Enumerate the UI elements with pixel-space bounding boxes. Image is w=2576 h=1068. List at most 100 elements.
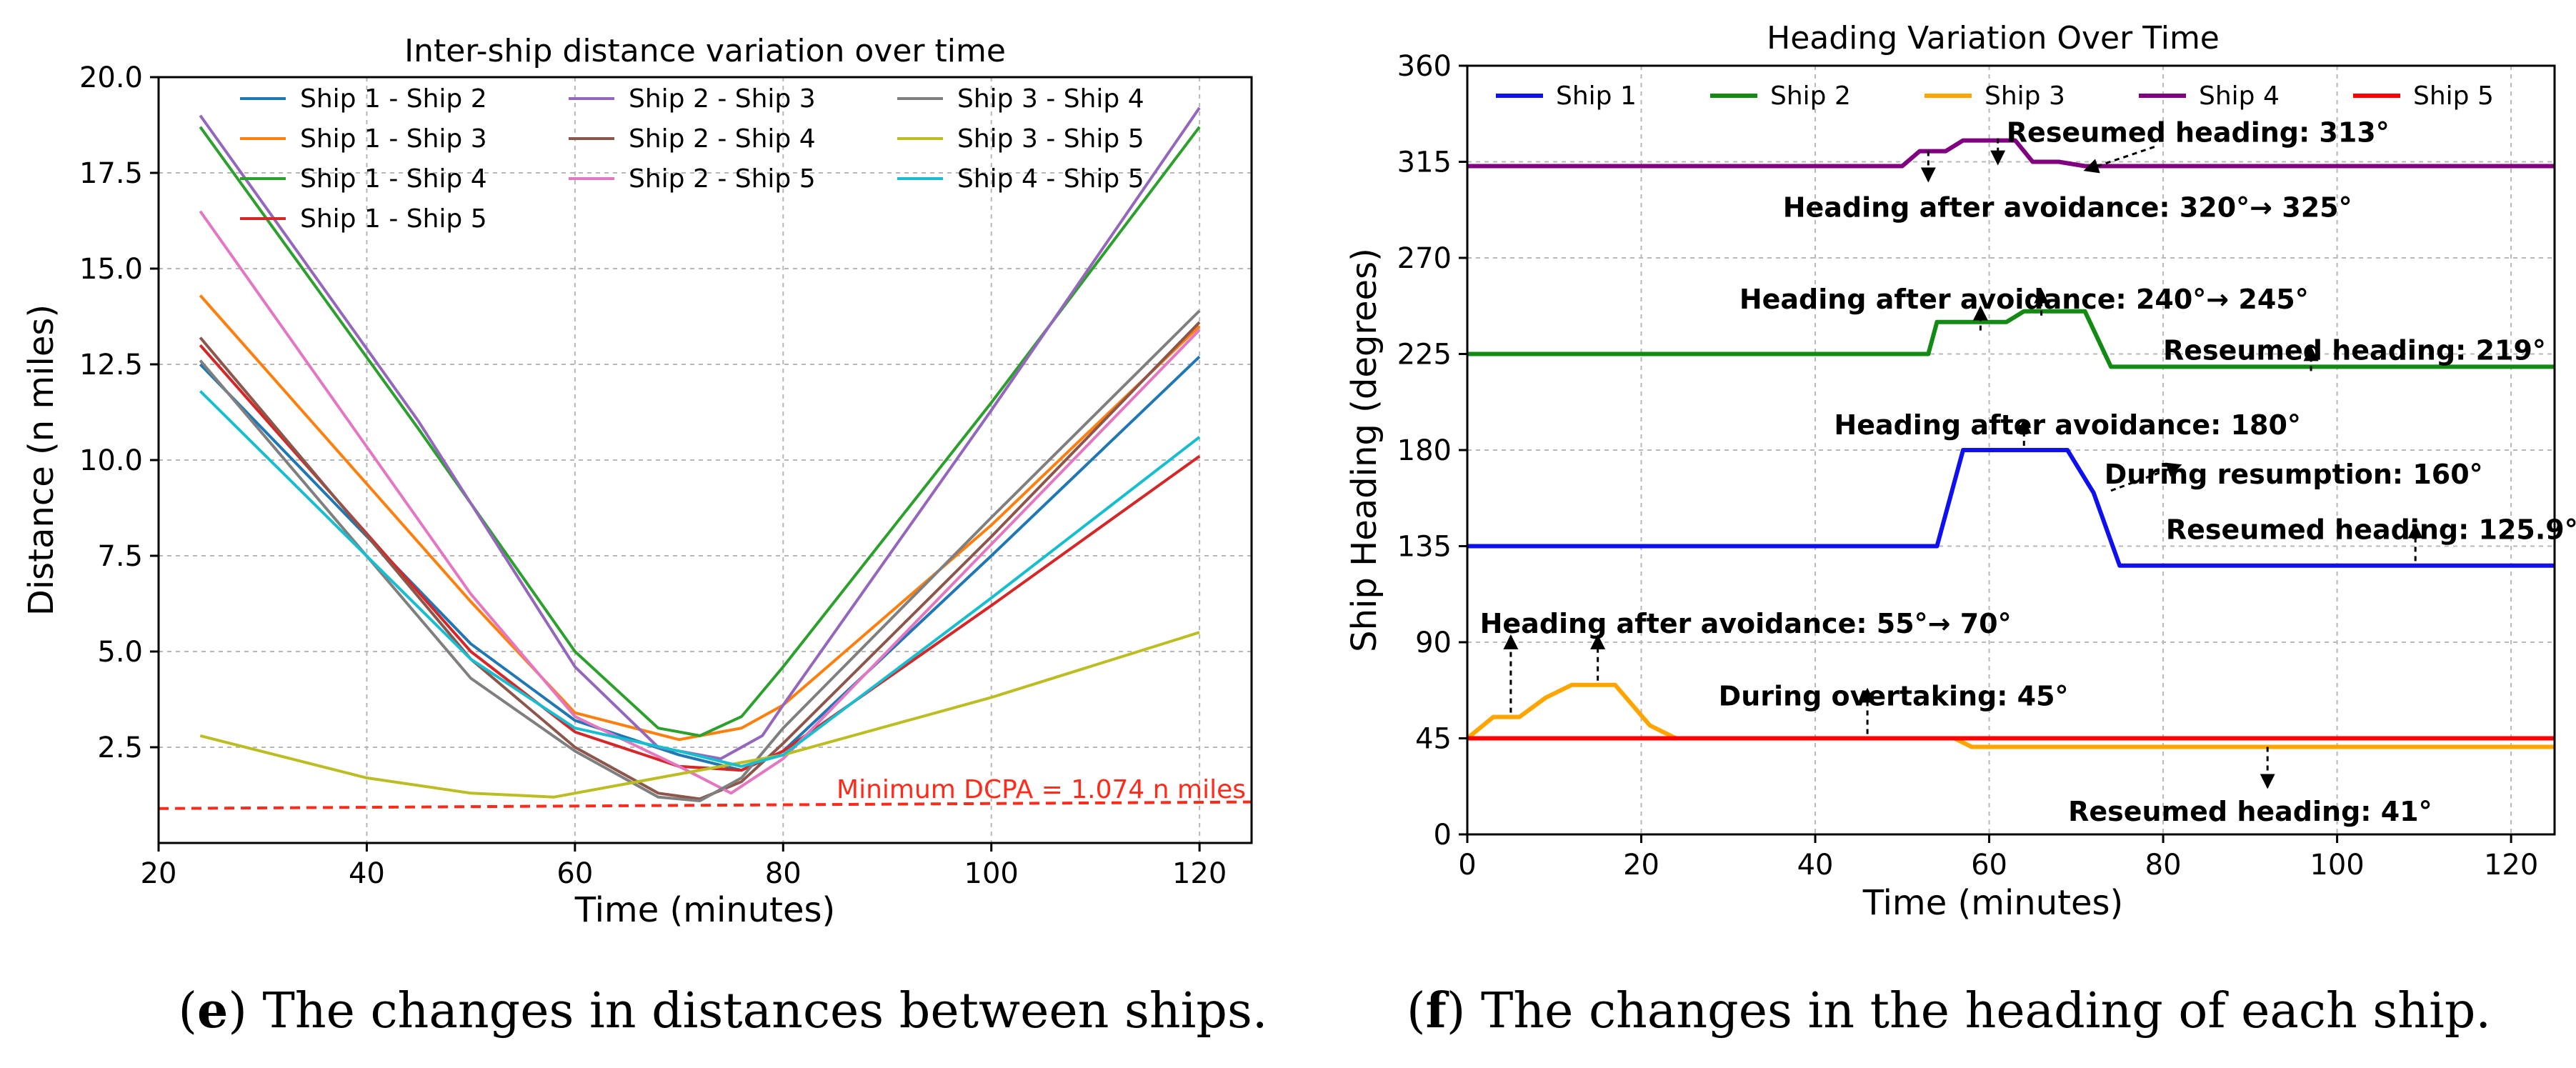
heading-legend: Ship 1 Ship 2 Ship 3 Ship 4 Ship 5 [1496, 81, 2494, 111]
distance-y-tick-label: 5.0 [97, 636, 143, 669]
distance-x-axis-label: Time (minutes) [574, 890, 835, 930]
caption-f-text: The changes in the heading of each ship. [1465, 983, 2491, 1039]
heading-y-tick-label: 0 [1434, 819, 1452, 852]
distance-legend-label-7: Ship 2 - Ship 5 [629, 164, 816, 194]
distance-x-tick-label: 60 [556, 857, 593, 890]
heading-x-tick-label: 40 [1797, 849, 1834, 882]
distance-plot-frame [157, 76, 1253, 844]
heading-chart-title: Heading Variation Over Time [1767, 20, 2220, 56]
distance-legend-label-3: Ship 1 - Ship 4 [300, 164, 487, 194]
heading-legend-label-5: Ship 5 [2413, 81, 2494, 111]
heading-annotation-arrow-1 [2083, 146, 2155, 174]
distance-legend: Ship 1 - Ship 2 Ship 1 - Ship 3 Ship 1 - S… [240, 84, 1144, 234]
caption-e: (e) The changes in distances between shi… [179, 982, 1268, 1039]
heading-x-axis-label: Time (minutes) [1862, 883, 2123, 923]
distance-y-tick-label: 12.5 [79, 349, 143, 381]
heading-annotation-6: During resumption: 160° [2105, 459, 2483, 490]
caption-e-close: ) [228, 983, 247, 1039]
heading-series-line-4 [1467, 138, 2555, 169]
caption-e-open: ( [179, 983, 198, 1039]
distance-y-axis-label: Distance (n miles) [21, 304, 61, 616]
distance-x-tick-label: 120 [1172, 857, 1227, 890]
heading-plot-frame [1466, 64, 2556, 836]
heading-annotation-3: Heading after avoidance: 240°→ 245° [1739, 284, 2309, 315]
caption-e-text: The changes in distances between ships. [247, 983, 1268, 1039]
distance-x-tick-label: 20 [141, 857, 177, 890]
distance-series-line-7 [199, 210, 1201, 795]
distance-chart-title: Inter-ship distance variation over time [404, 33, 1006, 69]
heading-y-tick-label: 180 [1397, 434, 1452, 467]
caption-f-open: ( [1407, 983, 1426, 1039]
min-dcpa-line [158, 800, 1252, 810]
distance-legend-label-8: Ship 3 - Ship 4 [957, 84, 1144, 114]
distance-legend-label-5: Ship 2 - Ship 3 [629, 84, 816, 114]
heading-legend-label-4: Ship 4 [2199, 81, 2280, 111]
heading-annotation-10: Reseumed heading: 41° [2068, 796, 2432, 827]
heading-chart: 0 20 40 60 80 100 120 0 45 90 135 180 225 270 315 360 H… [1344, 20, 2576, 923]
caption-f-letter: f [1426, 982, 1449, 1039]
distance-series-line-9 [199, 631, 1200, 799]
heading-annotation-4: Reseumed heading: 219° [2163, 335, 2546, 366]
heading-annotation-1: Reseumed heading: 313° [2007, 117, 2390, 149]
distance-legend-label-1: Ship 1 - Ship 2 [300, 84, 487, 114]
distance-series-line-8 [199, 309, 1201, 802]
heading-annotations: Reseumed heading: 313° Heading after avoi… [1480, 117, 2576, 827]
heading-legend-label-2: Ship 2 [1770, 81, 1851, 111]
distance-x-tick-label: 80 [765, 857, 802, 890]
heading-y-axis-label: Ship Heading (degrees) [1344, 248, 1384, 652]
distance-y-tick-label: 2.5 [97, 732, 143, 764]
heading-y-tick-label: 90 [1415, 627, 1452, 659]
distance-series-line-6 [199, 321, 1201, 801]
distance-y-tick-label: 17.5 [79, 157, 143, 190]
distance-series-line-1 [199, 355, 1201, 772]
distance-y-tick-label: 20.0 [79, 61, 143, 94]
distance-legend-label-2: Ship 1 - Ship 3 [300, 124, 487, 154]
caption-f-close: ) [1447, 983, 1466, 1039]
heading-annotation-9: During overtaking: 45° [1719, 681, 2069, 712]
heading-annotation-7: Reseumed heading: 125.9° [2166, 514, 2576, 546]
distance-series-line-4 [199, 344, 1201, 772]
heading-series-line-1 [1467, 448, 2555, 568]
min-dcpa-label: Minimum DCPA = 1.074 n miles [837, 775, 1246, 804]
heading-x-tick-label: 60 [1971, 849, 2007, 882]
heading-annotation-8: Heading after avoidance: 55°→ 70° [1480, 608, 2012, 639]
heading-y-tick-label: 315 [1397, 146, 1452, 179]
heading-y-tick-label: 45 [1415, 723, 1452, 756]
heading-y-tick-label: 360 [1397, 50, 1452, 83]
distance-y-tick-label: 10.0 [79, 444, 143, 477]
heading-x-tick-label: 120 [2484, 849, 2538, 882]
distance-series-line-2 [199, 294, 1201, 742]
heading-x-tick-label: 100 [2310, 849, 2364, 882]
distance-x-tick-label: 40 [349, 857, 385, 890]
heading-x-tick-label: 80 [2145, 849, 2182, 882]
distance-legend-label-10: Ship 4 - Ship 5 [957, 164, 1144, 194]
heading-legend-label-3: Ship 3 [1985, 81, 2065, 111]
heading-annotation-5: Heading after avoidance: 180° [1834, 409, 2301, 441]
distance-y-tick-label: 15.0 [79, 253, 143, 286]
distance-series-line-5 [199, 106, 1201, 761]
distance-series [158, 106, 1252, 810]
heading-y-tick-label: 225 [1397, 339, 1452, 371]
distance-y-tick-label: 7.5 [97, 540, 143, 573]
caption-f: (f) The changes in the heading of each s… [1407, 982, 2491, 1039]
heading-series [1466, 138, 2555, 749]
distance-axis-ticks: 20 40 60 80 100 120 2.5 5.0 7.5 10.0 12.5 15.0 17.5 2… [79, 61, 1227, 890]
distance-legend-label-6: Ship 2 - Ship 4 [629, 124, 816, 154]
heading-y-tick-label: 270 [1397, 242, 1452, 275]
heading-annotation-arrow-6 [2110, 462, 2182, 492]
heading-x-tick-label: 0 [1458, 849, 1476, 882]
heading-y-tick-label: 135 [1397, 531, 1452, 564]
heading-series-line-3 [1466, 682, 2555, 749]
heading-axis-ticks: 0 20 40 60 80 100 120 0 45 90 135 180 225 270 315 360 [1397, 50, 2539, 882]
heading-x-tick-label: 20 [1623, 849, 1659, 882]
heading-series-line-2 [1467, 309, 2555, 369]
distance-chart: 20 40 60 80 100 120 2.5 5.0 7.5 10.0 12.5 15.0 17.5 2… [21, 33, 1253, 930]
caption-e-letter: e [197, 982, 228, 1039]
heading-legend-label-1: Ship 1 [1556, 81, 1637, 111]
distance-x-tick-label: 100 [964, 857, 1019, 890]
heading-annotation-2: Heading after avoidance: 320°→ 325° [1783, 191, 2352, 223]
distance-legend-label-9: Ship 3 - Ship 5 [957, 124, 1144, 154]
distance-series-line-10 [199, 390, 1201, 768]
distance-legend-label-4: Ship 1 - Ship 5 [300, 204, 487, 234]
